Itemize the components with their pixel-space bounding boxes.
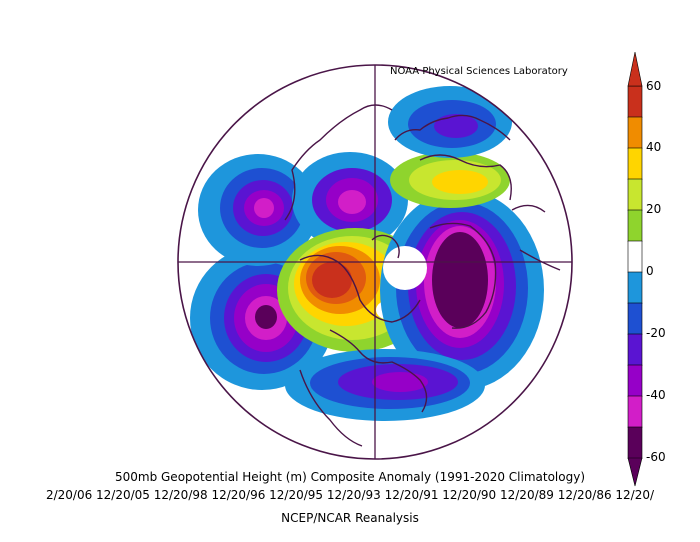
colorbar-swatch [627,333,643,366]
graticule [178,65,572,459]
anomaly-central-asia [388,86,512,158]
anomaly-eastern-north-america [285,349,485,421]
dates-line: 2/20/06 12/20/05 12/20/98 12/20/96 12/20… [45,488,655,502]
colorbar-swatch [627,240,643,273]
colorbar-swatch [627,364,643,397]
colorbar-swatch [627,85,643,118]
colorbar-swatch [627,302,643,335]
colorbar-swatch [627,147,643,180]
colorbar-min-arrow [627,457,643,487]
colorbar-label: -60 [646,450,666,464]
colorbar-swatch [627,178,643,211]
anomaly-bering [198,154,318,266]
colorbar-swatch [627,426,643,459]
colorbar-label: 0 [646,264,654,278]
anomaly-greenland [380,190,544,390]
anomaly-far-east-russia [292,152,408,248]
colorbar [627,51,643,487]
colorbar-swatch [627,271,643,304]
map-border [177,64,573,460]
colorbar-swatch [627,116,643,149]
colorbar-label: -20 [646,326,666,340]
colorbar-label: 40 [646,140,662,154]
colorbar-max-arrow [627,51,643,87]
coastlines [284,104,561,447]
colorbar-swatch [627,209,643,242]
colorbar-swatch [627,395,643,428]
colorbar-label: -40 [646,388,666,402]
data-source: NCEP/NCAR Reanalysis [281,511,419,525]
credit-label: NOAA Physical Sciences Laboratory [390,66,568,77]
anomaly-europe-positive [390,152,510,208]
colorbar-label: 20 [646,202,662,216]
map-title: 500mb Geopotential Height (m) Composite … [114,470,585,484]
colorbar-label: 60 [646,79,662,93]
